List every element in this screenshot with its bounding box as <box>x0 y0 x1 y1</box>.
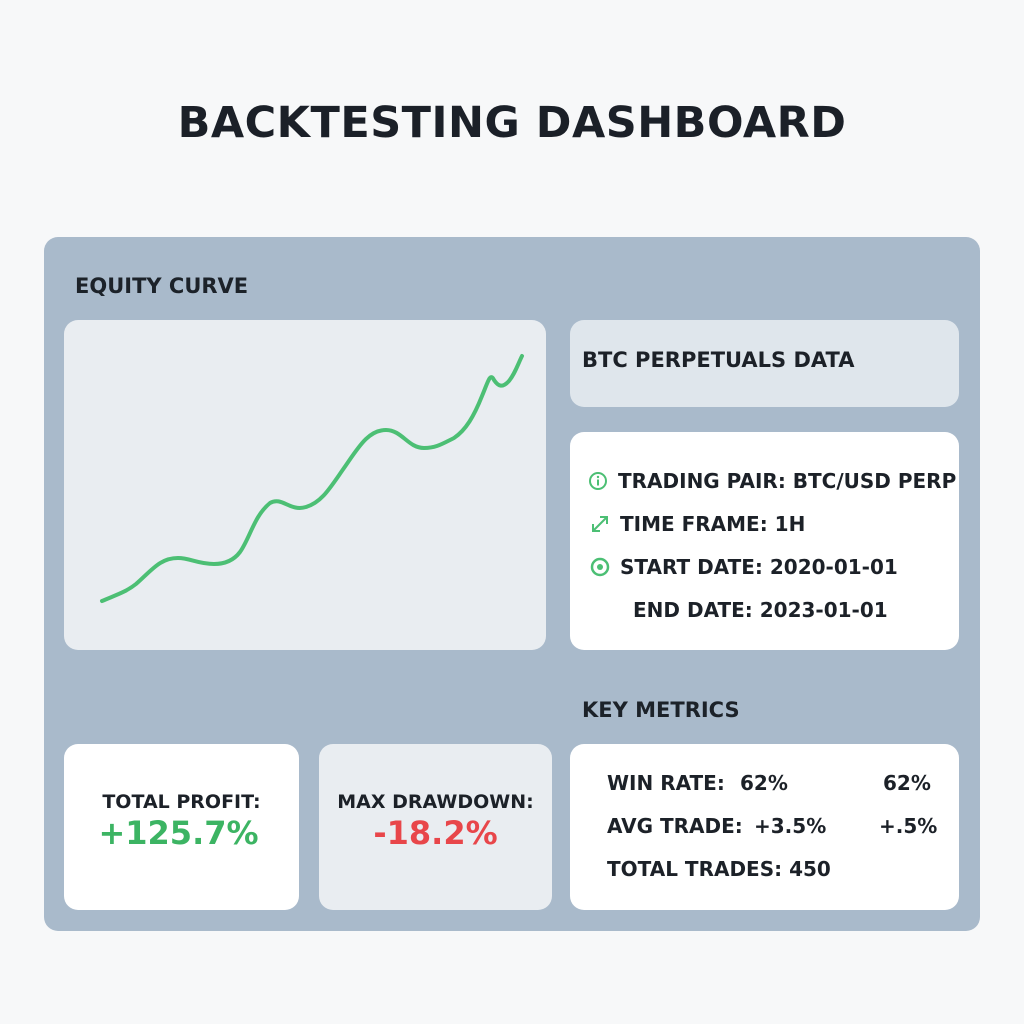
metric-row-avg-trade: AVG TRADE: +3.5% +.5% <box>607 814 938 838</box>
equity-curve-label: EQUITY CURVE <box>75 274 249 298</box>
equity-curve-chart <box>64 320 546 650</box>
info-row-start-date: START DATE: 2020-01-01 <box>588 555 898 579</box>
expand-arrows-icon <box>588 512 612 536</box>
btc-info-card: TRADING PAIR: BTC/USD PERP TIME FRAME: 1… <box>570 432 959 650</box>
info-icon <box>586 469 610 493</box>
max-drawdown-label: MAX DRAWDOWN: <box>337 791 534 813</box>
page-title: BACKTESTING DASHBOARD <box>177 98 847 148</box>
total-profit-value: +125.7% <box>98 814 259 852</box>
max-drawdown-value: -18.2% <box>373 814 498 852</box>
key-metrics-card: WIN RATE: 62% 62% AVG TRADE: +3.5% +.5% … <box>570 744 959 910</box>
key-metrics-label: KEY METRICS <box>582 698 740 722</box>
total-profit-card: TOTAL PROFIT: +125.7% <box>64 744 299 910</box>
calendar-dot-icon <box>588 555 612 579</box>
metric-row-win-rate: WIN RATE: 62% 62% <box>607 771 931 795</box>
info-row-trading-pair: TRADING PAIR: BTC/USD PERP <box>586 469 956 493</box>
total-profit-label: TOTAL PROFIT: <box>102 791 261 813</box>
dashboard-panel: EQUITY CURVE BTC PERPETUALS DATA TRADING… <box>44 237 980 931</box>
info-row-end-date: END DATE: 2023-01-01 <box>633 598 888 622</box>
equity-curve-line <box>100 354 524 603</box>
info-row-time-frame: TIME FRAME: 1H <box>588 512 805 536</box>
metric-row-total-trades: TOTAL TRADES: 450 <box>607 857 831 881</box>
max-drawdown-card: MAX DRAWDOWN: -18.2% <box>319 744 552 910</box>
btc-data-header: BTC PERPETUALS DATA <box>570 320 959 407</box>
btc-data-title: BTC PERPETUALS DATA <box>582 348 855 372</box>
